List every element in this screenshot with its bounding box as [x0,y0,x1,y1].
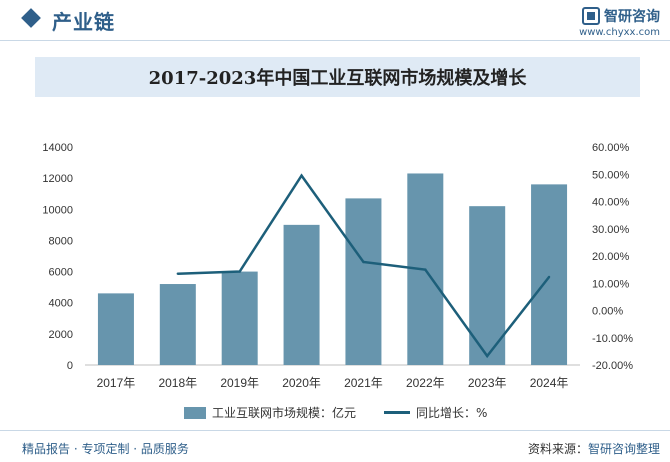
y-right-tick-label: 30.00% [592,224,630,236]
y-right-tick-label: 50.00% [592,169,630,181]
legend-bar-swatch [184,406,206,419]
y-left-tick-label: 4000 [49,298,73,310]
growth-point [424,268,427,271]
x-tick-label: 2022年 [406,376,445,390]
growth-point [238,270,241,273]
brand: 智研咨询 www.chyxx.com [579,6,660,38]
legend-line-swatch [384,411,411,414]
header-divider [0,40,670,41]
source-label: 资料来源： [527,442,588,456]
bar [159,284,196,365]
y-right-tick-label: 40.00% [592,197,630,209]
y-left-tick-label: 8000 [49,235,73,247]
x-tick-label: 2019年 [220,376,259,390]
growth-point [547,275,551,279]
footer-divider [0,430,670,431]
header: 产业链 智研咨询 www.chyxx.com [0,0,670,44]
legend-bar-label: 工业互联网市场规模：亿元 [212,406,357,420]
y-right-tick-label: -10.00% [592,333,633,345]
footer-source: 资料来源：智研咨询整理 [528,440,660,457]
y-right-tick-label: 60.00% [592,142,630,154]
footer-slogan: 精品报告 · 专项定制 · 品质服务 [22,442,189,456]
y-right-tick-label: 20.00% [592,251,630,263]
source-value: 智研咨询整理 [587,442,660,456]
y-left-tick-label: 12000 [42,173,73,185]
y-right-tick-label: -20.00% [592,360,633,372]
brand-logo-icon [582,7,600,25]
growth-point [176,272,180,275]
chart-title-band: 2017-2023年中国工业互联网市场规模及增长 [35,57,640,97]
y-left-tick-label: 2000 [49,329,73,341]
x-tick-label: 2023年 [468,376,507,390]
bar [283,224,320,365]
y-left-tick-label: 10000 [42,204,73,216]
bar [531,184,568,365]
x-tick-label: 2018年 [158,376,197,390]
x-tick-label: 2021年 [344,376,383,390]
section-title: 产业链 [52,10,115,34]
y-left-tick-label: 6000 [49,267,73,279]
y-left-tick-label: 0 [67,360,73,372]
bar [345,198,382,365]
bar [221,271,258,365]
y-right-tick-label: 10.00% [592,278,630,290]
growth-point [362,260,365,264]
legend-line-label: 同比增长：% [416,406,488,420]
x-tick-label: 2020年 [282,376,321,390]
x-tick-label: 2024年 [530,376,569,390]
growth-point [485,354,489,358]
brand-url: www.chyxx.com [579,27,660,38]
legend: 工业互联网市场规模：亿元 同比增长：% [184,404,487,421]
y-right-tick-label: 0.00% [592,306,623,318]
x-tick-label: 2017年 [97,376,136,390]
bar [97,293,134,365]
growth-point [300,174,303,177]
chart-title: 2017-2023年中国工业互联网市场规模及增长 [148,68,527,89]
y-left-tick-label: 14000 [42,142,73,154]
brand-name: 智研咨询 [604,9,660,25]
